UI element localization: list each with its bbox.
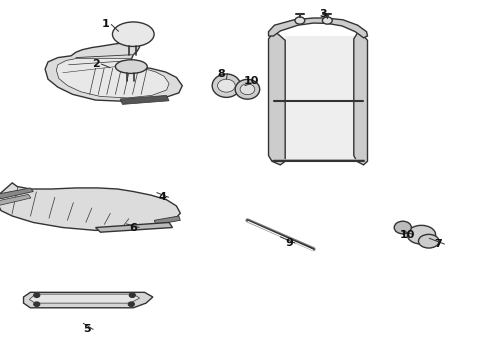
Text: 10: 10 <box>243 76 259 86</box>
Polygon shape <box>285 36 354 159</box>
Ellipse shape <box>116 60 147 73</box>
Text: 6: 6 <box>129 222 137 233</box>
Polygon shape <box>154 216 180 225</box>
Polygon shape <box>0 183 180 230</box>
Polygon shape <box>269 32 285 165</box>
Polygon shape <box>56 58 169 98</box>
Circle shape <box>34 302 40 306</box>
Ellipse shape <box>407 225 436 244</box>
Text: 10: 10 <box>400 230 416 240</box>
Ellipse shape <box>235 79 260 99</box>
Circle shape <box>240 84 255 95</box>
Text: 7: 7 <box>435 239 442 249</box>
Circle shape <box>295 17 305 24</box>
Circle shape <box>34 293 40 297</box>
Circle shape <box>128 302 134 306</box>
Circle shape <box>322 17 332 24</box>
Polygon shape <box>354 32 368 165</box>
Polygon shape <box>45 42 182 102</box>
Text: 4: 4 <box>159 192 167 202</box>
Ellipse shape <box>394 221 411 234</box>
Text: 3: 3 <box>319 9 327 19</box>
Polygon shape <box>96 222 172 232</box>
Text: 8: 8 <box>218 69 225 79</box>
Text: 9: 9 <box>285 238 293 248</box>
Text: 2: 2 <box>92 59 99 69</box>
Ellipse shape <box>418 234 439 248</box>
Circle shape <box>218 79 235 92</box>
Ellipse shape <box>212 74 241 97</box>
Ellipse shape <box>113 22 154 46</box>
Polygon shape <box>29 294 140 303</box>
Text: 5: 5 <box>83 324 91 334</box>
Polygon shape <box>0 188 33 199</box>
Polygon shape <box>120 95 169 104</box>
Polygon shape <box>24 292 153 308</box>
Circle shape <box>129 293 135 297</box>
Polygon shape <box>0 194 31 205</box>
Text: 1: 1 <box>101 19 109 30</box>
Polygon shape <box>269 18 368 38</box>
